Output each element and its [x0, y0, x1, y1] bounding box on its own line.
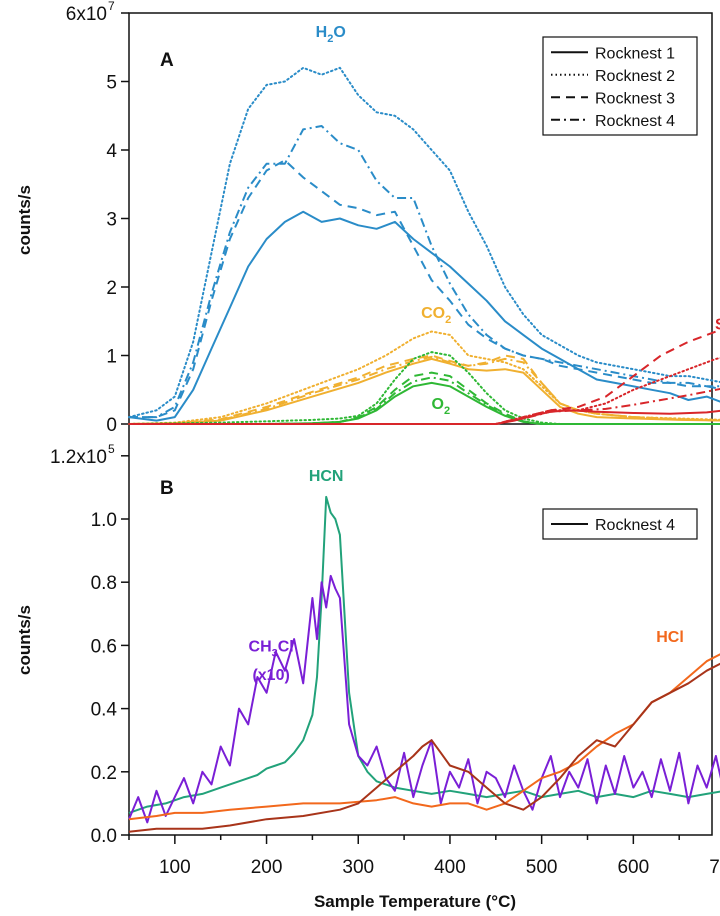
y-tick-label: 2: [106, 278, 117, 299]
legend-entry: Rocknest 1: [595, 45, 675, 62]
y-tick-label: 4: [106, 141, 117, 162]
panel-a-series: [128, 66, 720, 425]
series-label-hcn: HCN: [309, 468, 344, 485]
panel-letter-a: A: [160, 50, 174, 71]
series-line-h2o-rocknest-2: [128, 66, 720, 419]
series-line-hcn: [128, 495, 720, 814]
series-line-ch3cl-x10-: [128, 574, 720, 824]
x-axis-title: Sample Temperature (°C): [314, 892, 516, 911]
series-line-h2s: [128, 662, 720, 833]
y-tick-label: 0.2: [91, 763, 117, 784]
series-line-so2-rocknest-1: [129, 409, 720, 425]
y-tick-label: 1.0: [91, 510, 117, 531]
x-tick-label: 100: [159, 857, 191, 878]
y-tick-label: 0.6: [91, 636, 117, 657]
legend-panel-b: Rocknest 4: [542, 508, 698, 540]
y-multiplier-exponent: 5: [108, 442, 115, 456]
panel-b-series: [128, 495, 720, 833]
series-line-hcl: [128, 653, 720, 821]
x-tick-label: 700: [709, 857, 720, 878]
series-line-co2-rocknest-4: [128, 355, 720, 425]
panel-a-y-axis: 0 1 2 3 4 5 6x10 7: [66, 0, 129, 436]
legend-box: [542, 508, 698, 540]
legend-panel-a: Rocknest 1 Rocknest 2 Rocknest 3 Rocknest 4: [542, 36, 698, 136]
y-tick-label: 0: [106, 415, 117, 436]
x-tick-label: 500: [526, 857, 558, 878]
y-multiplier-label: 6x10: [66, 4, 107, 25]
panel-b-y-axis: 0.0 0.2 0.4 0.6 0.8 1.0 1.2x10 5: [50, 442, 129, 847]
y-tick-label: 1: [106, 347, 117, 368]
series-line-o2-rocknest-4: [129, 376, 720, 425]
legend-entry: Rocknest 3: [595, 90, 675, 107]
x-tick-label: 600: [617, 857, 649, 878]
series-line-h2o-rocknest-4: [129, 125, 720, 419]
series-line-o2-rocknest-2: [128, 351, 720, 425]
x-tick-label: 200: [251, 857, 283, 878]
series-label-ch3cl: (x10): [252, 667, 289, 684]
y-axis-title-b: counts/s: [15, 605, 34, 675]
series-label-co2: CO2: [421, 305, 451, 326]
y-axis-title-a: counts/s: [15, 185, 34, 255]
legend-box: [542, 36, 698, 136]
series-line-so2-rocknest-3: [129, 330, 720, 425]
legend-entry: Rocknest 4: [595, 113, 675, 130]
y-tick-label: 0.0: [91, 826, 117, 847]
y-tick-label: 5: [106, 73, 117, 94]
series-label-ch3cl: CH3Cl: [249, 639, 294, 660]
series-label-o2: O2: [431, 396, 450, 417]
panel-a-annotations: H2O CO2 O2 SO2: [316, 24, 720, 417]
y-multiplier-exponent: 7: [108, 0, 115, 13]
series-label-h2o: H2O: [316, 24, 346, 45]
y-tick-label: 0.8: [91, 573, 117, 594]
series-label-hcl: HCl: [656, 629, 684, 646]
series-label-so2: SO2: [715, 316, 720, 337]
legend-entry: Rocknest 2: [595, 68, 675, 85]
y-tick-label: 3: [106, 210, 117, 231]
panel-letter-b: B: [160, 478, 174, 499]
y-tick-label: 0.4: [91, 700, 118, 721]
legend-entry: Rocknest 4: [595, 517, 675, 534]
x-axis: 100200300400500600700800: [128, 835, 720, 878]
series-line-h2o-rocknest-3: [129, 159, 720, 419]
x-tick-label: 300: [342, 857, 374, 878]
x-tick-label: 400: [434, 857, 466, 878]
series-line-h2o-rocknest-1: [128, 210, 720, 422]
y-multiplier-label: 1.2x10: [50, 447, 107, 468]
